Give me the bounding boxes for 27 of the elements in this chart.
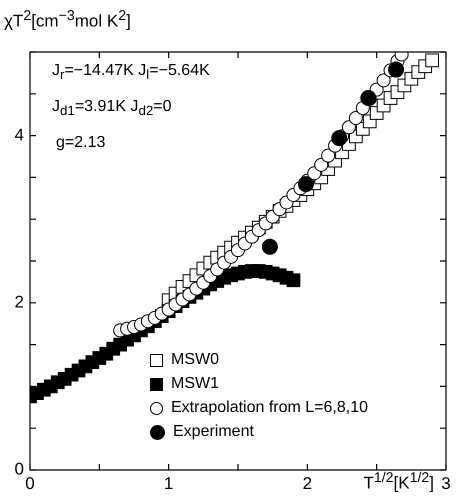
y-axis-title: χT$^{2}$[cm$^{−3}$mol K$^{2}$] xyxy=(4,8,131,32)
y-tick-label: 4 xyxy=(14,125,24,144)
x-tick-label: 1 xyxy=(164,474,174,493)
y-tick-label: 0 xyxy=(14,460,24,479)
point xyxy=(425,53,439,68)
x-axis-title: T$^{1/2}$[K$^{1/2}$] xyxy=(363,470,434,494)
legend-label: MSW0 xyxy=(171,351,219,369)
annotation: g=2.13 xyxy=(56,134,106,152)
legend-label: Extrapolation from L=6,8,10 xyxy=(171,399,368,417)
point xyxy=(314,158,328,172)
point xyxy=(388,62,404,78)
x-tick-label: 2 xyxy=(302,474,312,493)
y-tick-label: 2 xyxy=(14,292,24,312)
point xyxy=(298,176,314,192)
x-tick-label: 3 xyxy=(441,474,451,493)
point xyxy=(286,273,300,288)
annotation: J$_{r}$=−14.47K J$_{l}$=−5.64K xyxy=(52,62,210,82)
annotation: J$_{d1}$=3.91K J$_{d2}$=0 xyxy=(52,98,172,118)
point xyxy=(321,148,336,163)
point xyxy=(348,111,363,126)
point xyxy=(262,238,278,255)
legend-label: Experiment xyxy=(173,423,254,441)
point xyxy=(331,130,348,146)
point xyxy=(342,120,356,134)
point xyxy=(376,73,391,88)
point xyxy=(360,90,376,106)
legend-label: MSW1 xyxy=(171,375,219,393)
